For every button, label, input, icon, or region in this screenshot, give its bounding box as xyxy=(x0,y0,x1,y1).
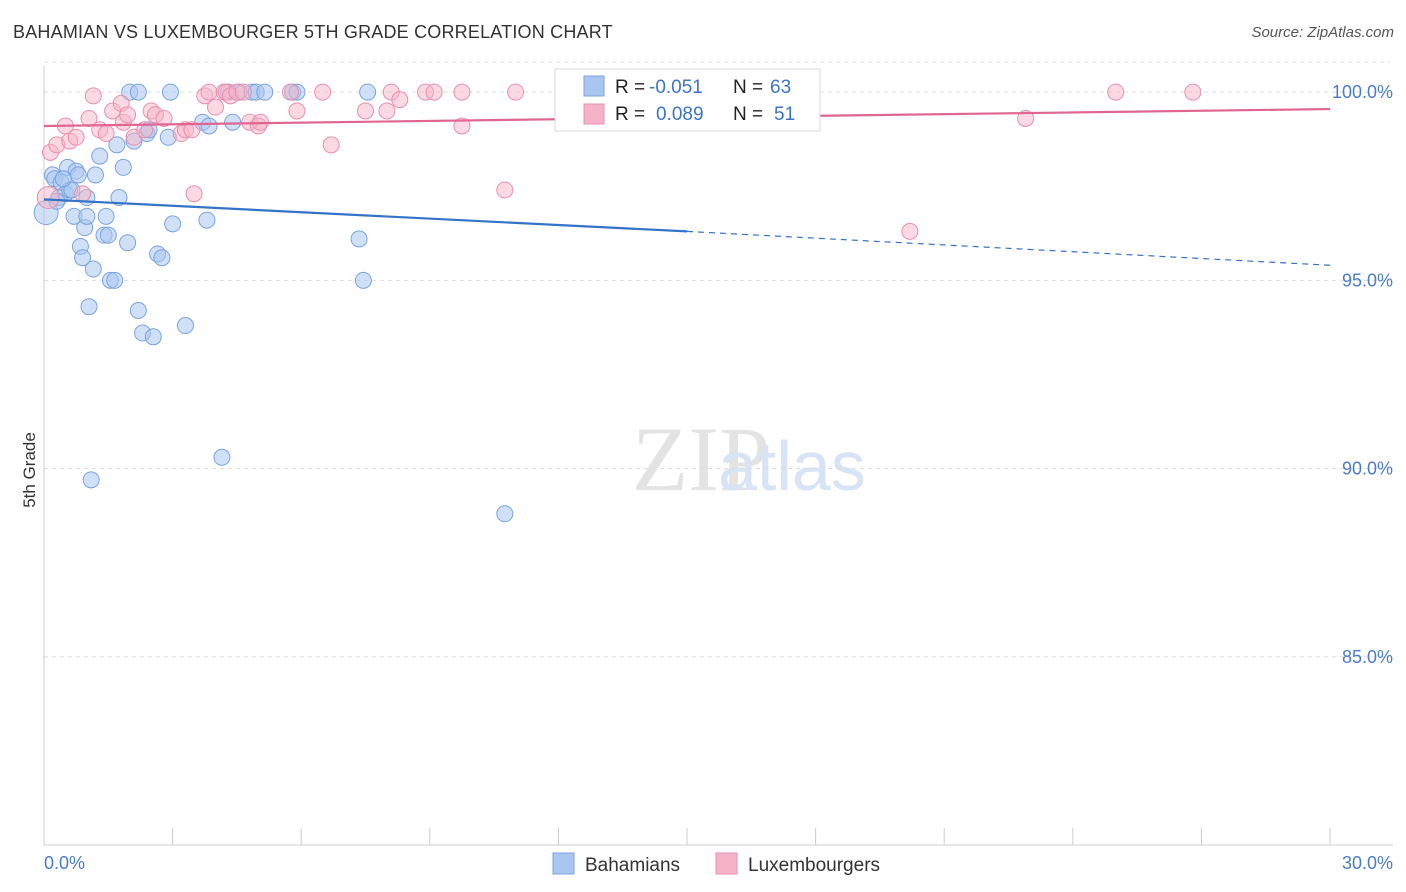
bahamian-point xyxy=(106,271,124,289)
bahamian-point xyxy=(97,207,115,225)
y-tick-label: 85.0% xyxy=(1342,647,1393,667)
y-axis-title: 5th Grade xyxy=(20,432,39,508)
grid-lines xyxy=(44,61,1390,658)
bahamian-point xyxy=(354,271,372,289)
luxembourger-point xyxy=(97,125,115,143)
bahamian-point xyxy=(91,147,109,165)
stats-r-value-pink: 0.089 xyxy=(656,104,704,125)
bahamian-point xyxy=(80,298,98,316)
watermark-zip: ZIP xyxy=(632,408,770,510)
bahamian-point xyxy=(256,83,274,101)
bottom-legend: Bahamians Luxembourgers xyxy=(552,852,880,876)
y-tick-label: 95.0% xyxy=(1342,270,1393,290)
legend-label-bahamians: Bahamians xyxy=(585,855,680,876)
bahamian-point xyxy=(82,471,100,489)
bahamian-point xyxy=(198,211,216,229)
bahamians-trend-line xyxy=(43,198,688,233)
bahamian-point xyxy=(176,317,194,335)
trend-lines xyxy=(43,107,1331,266)
stats-legend-swatch-blue xyxy=(583,75,605,97)
bahamian-point xyxy=(54,170,72,188)
luxembourger-point xyxy=(357,102,374,120)
bahamian-point xyxy=(86,166,104,184)
stats-n-value-blue: 63 xyxy=(770,77,791,98)
luxembourger-point xyxy=(425,83,443,101)
bahamian-point xyxy=(78,207,96,225)
bahamian-point xyxy=(496,505,514,523)
legend-swatch-luxembourgers xyxy=(715,852,738,875)
bahamian-point xyxy=(164,215,182,233)
stats-legend: R = -0.051 N = 63 R = 0.089 N = 51 xyxy=(554,68,821,132)
luxembourger-point xyxy=(185,185,203,203)
bahamian-point xyxy=(99,226,117,244)
legend-swatch-bahamians xyxy=(552,852,575,875)
x-tick-label: 30.0% xyxy=(1342,853,1393,873)
luxembourger-point xyxy=(507,83,525,101)
bahamians-trend-extension xyxy=(686,230,1331,266)
bahamian-point xyxy=(74,249,92,267)
luxembourger-point xyxy=(1017,109,1035,127)
luxembourger-point xyxy=(314,83,332,101)
x-tick-label: 0.0% xyxy=(44,853,85,873)
source-label: Source: ZipAtlas.com xyxy=(1251,24,1394,41)
luxembourger-point xyxy=(67,128,85,146)
bahamian-point xyxy=(224,113,242,131)
luxembourger-point xyxy=(288,102,306,120)
luxembourger-point xyxy=(200,83,218,101)
bahamian-point xyxy=(129,301,147,319)
stats-n-value-pink: 51 xyxy=(774,104,795,125)
chart-title: BAHAMIAN VS LUXEMBOURGER 5TH GRADE CORRE… xyxy=(13,22,613,42)
bahamian-point xyxy=(144,328,162,346)
bahamian-point xyxy=(129,83,147,101)
watermark-atlas: atlas xyxy=(718,427,866,505)
bahamian-point xyxy=(114,158,132,176)
luxembourger-point xyxy=(36,186,60,210)
luxembourger-point xyxy=(206,98,224,116)
bahamian-point xyxy=(200,117,218,135)
luxembourger-point xyxy=(901,222,919,240)
legend-label-luxembourgers: Luxembourgers xyxy=(748,855,880,876)
luxembourger-point xyxy=(155,109,173,127)
bahamian-point xyxy=(350,230,368,248)
luxembourgers-points xyxy=(36,83,1202,240)
luxembourger-point xyxy=(322,136,340,154)
luxembourger-point xyxy=(453,83,471,101)
luxembourger-point xyxy=(378,102,396,120)
bahamian-point xyxy=(84,260,102,278)
bahamian-point xyxy=(110,189,128,207)
bahamian-point xyxy=(69,166,87,184)
stats-r-label-pink: R = xyxy=(615,104,645,125)
luxembourger-point xyxy=(281,83,299,101)
bahamian-point xyxy=(108,136,126,154)
bahamian-point xyxy=(119,234,137,252)
luxembourger-point xyxy=(496,181,514,199)
luxembourger-point xyxy=(391,91,409,109)
luxembourger-point xyxy=(183,121,201,139)
y-tick-label: 100.0% xyxy=(1332,82,1393,102)
stats-legend-swatch-pink xyxy=(583,103,605,125)
luxembourger-point xyxy=(1107,83,1125,101)
bahamian-point xyxy=(153,249,171,267)
bahamian-point xyxy=(213,448,231,466)
bahamian-point xyxy=(359,83,377,101)
stats-r-value-blue: -0.051 xyxy=(649,77,703,98)
y-tick-label: 90.0% xyxy=(1342,459,1393,479)
stats-n-label-blue: N = xyxy=(733,77,763,98)
luxembourger-point xyxy=(1184,83,1202,101)
luxembourger-point xyxy=(84,87,102,105)
stats-r-label-blue: R = xyxy=(615,77,645,98)
bahamians-points xyxy=(33,83,514,523)
tick-labels: 85.0% 90.0% 95.0% 100.0% 0.0% 30.0% xyxy=(44,82,1393,873)
luxembourger-point xyxy=(234,83,252,101)
luxembourger-point xyxy=(119,106,137,124)
luxembourger-point xyxy=(74,185,92,203)
stats-n-label-pink: N = xyxy=(733,104,763,125)
bahamian-point xyxy=(161,83,179,101)
luxembourger-point xyxy=(453,117,471,135)
